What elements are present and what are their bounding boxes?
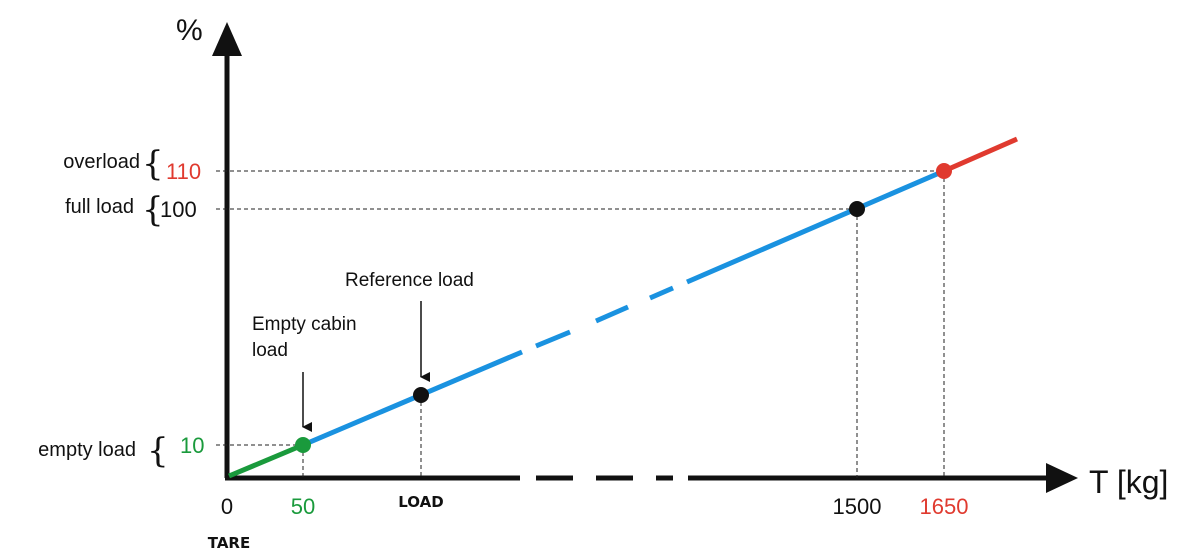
normal-load-dash-2 [594, 304, 630, 324]
overload-point [936, 163, 952, 179]
empty-load-value: 10 [180, 433, 204, 458]
full-load-brace: { [142, 190, 164, 230]
reference-load-point [413, 387, 429, 403]
empty-load-name: empty load [38, 439, 136, 461]
overload-name: overload [63, 151, 140, 173]
x-tick-empty: 50 [291, 494, 315, 519]
guide-lines [216, 170, 945, 478]
empty-load-brace: { [147, 431, 169, 471]
x-axis-arrowhead [1046, 463, 1078, 493]
normal-load-dash-1 [535, 329, 571, 349]
normal-load-segment-upper [686, 168, 945, 285]
full-load-point [849, 201, 865, 217]
x-axis-unit-label: T [kg] [1089, 464, 1168, 500]
x-tick-full: 1500 [833, 494, 882, 519]
normal-load-segment [302, 349, 523, 448]
overload-brace: { [142, 144, 164, 184]
x-tick-overload: 1650 [920, 494, 969, 519]
empty-cabin-label-line1: Empty cabin [252, 314, 357, 335]
empty-load-point [295, 437, 311, 453]
x-tick-zero: 0 [221, 494, 233, 519]
x-tick-tare: TARE [208, 534, 250, 551]
full-load-value: 100 [160, 197, 197, 222]
x-tick-load: LOAD [398, 493, 443, 511]
overload-value: 110 [166, 159, 201, 184]
y-axis-arrowhead [212, 22, 242, 56]
y-axis-unit-label: % [176, 14, 203, 47]
reference-load-label: Reference load [345, 270, 474, 291]
normal-load-dash-3 [649, 285, 674, 301]
overload-segment [942, 136, 1019, 174]
empty-load-segment [228, 442, 304, 479]
full-load-name: full load [65, 196, 134, 218]
empty-cabin-label-line2: load [252, 340, 288, 361]
